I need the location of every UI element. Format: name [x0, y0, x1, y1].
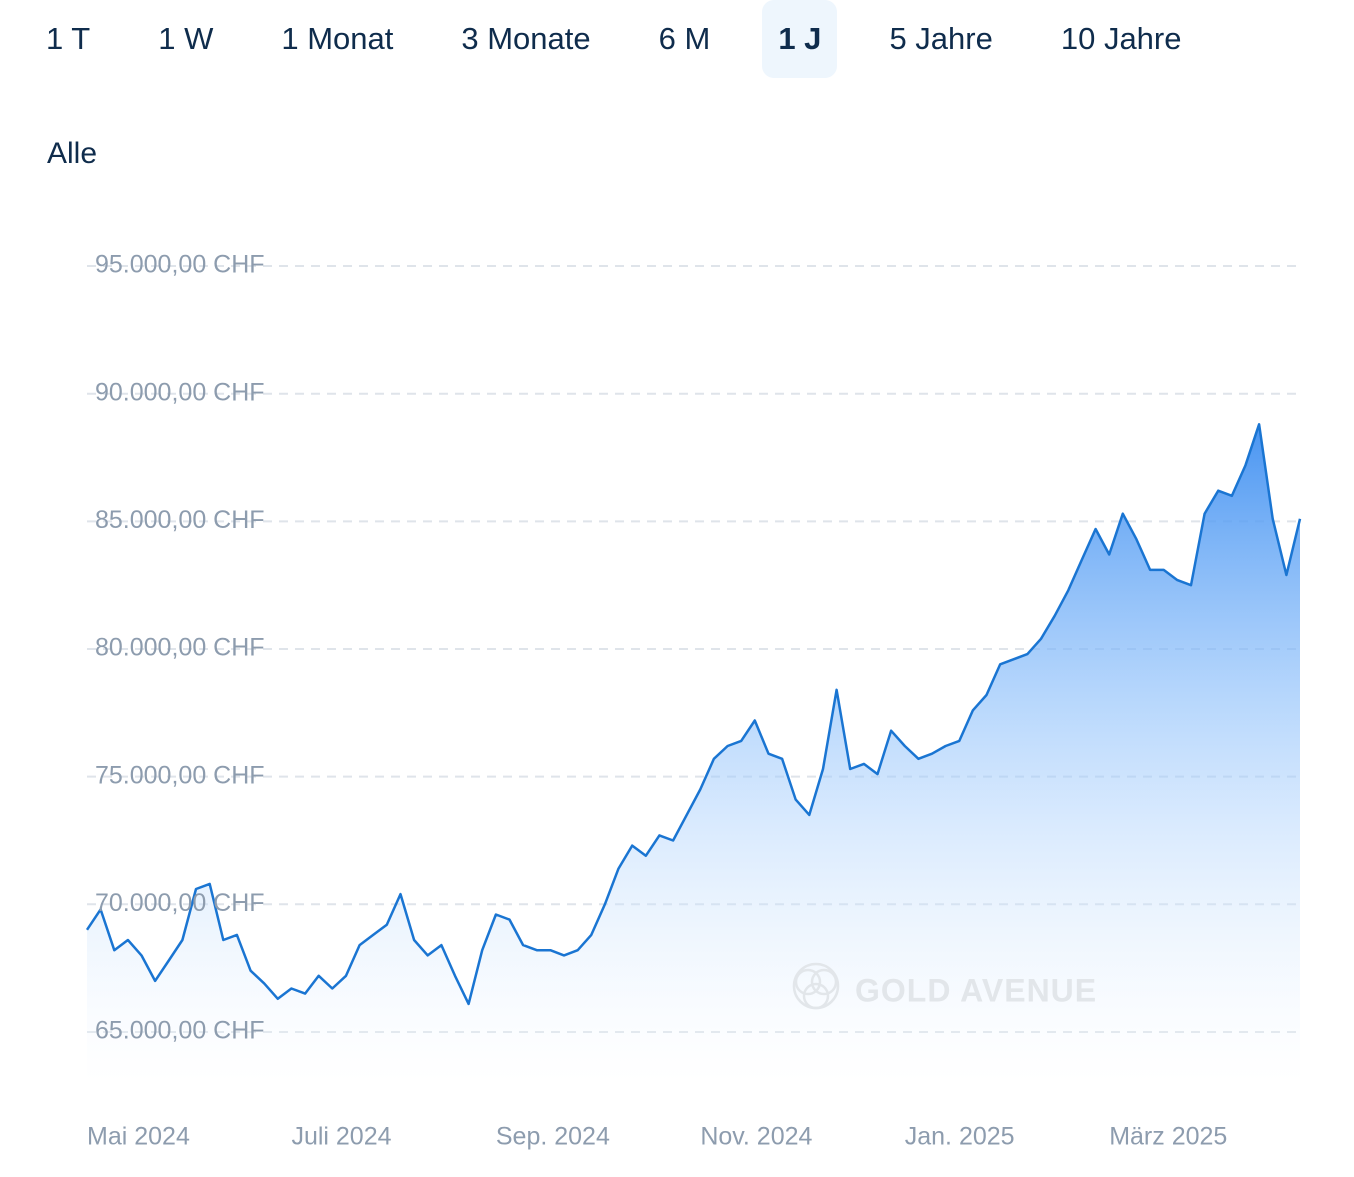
watermark: GOLD AVENUE [792, 962, 1097, 1010]
range-tab[interactable]: 3 Monate [461, 21, 591, 56]
y-tick-label: 95.000,00 CHF [95, 251, 265, 279]
y-tick-label: 70.000,00 CHF [95, 889, 265, 917]
y-tick-label: 75.000,00 CHF [95, 761, 265, 789]
x-tick-label: März 2025 [1109, 1123, 1227, 1151]
range-tab[interactable]: 1 W [158, 21, 214, 56]
range-tab[interactable]: 1 Monat [281, 21, 394, 56]
y-tick-label: 85.000,00 CHF [95, 506, 265, 534]
range-tab[interactable]: 1 T [46, 21, 91, 56]
range-tab[interactable]: 1 J [762, 0, 838, 78]
range-tab[interactable]: 5 Jahre [889, 21, 993, 56]
y-tick-label: 90.000,00 CHF [95, 378, 265, 406]
x-tick-label: Jan. 2025 [905, 1123, 1015, 1151]
range-tabs: 1 T 1 W 1 Monat 3 Monate 6 M 1 J 5 Jahre 10 Jah… [12, 0, 1215, 78]
x-tick-label: Sep. 2024 [496, 1123, 610, 1151]
x-tick-label: Juli 2024 [291, 1123, 391, 1151]
watermark-text: GOLD AVENUE [855, 972, 1097, 1008]
filter-dropdown[interactable]: Alle [47, 137, 98, 170]
range-tab[interactable]: 6 M [658, 21, 711, 56]
y-tick-label: 65.000,00 CHF [95, 1017, 265, 1045]
range-tab[interactable]: 10 Jahre [1060, 21, 1182, 56]
x-tick-label: Mai 2024 [87, 1123, 190, 1151]
price-line [85, 423, 1302, 1006]
y-tick-label: 80.000,00 CHF [95, 634, 265, 662]
area-fill [87, 424, 1300, 1083]
x-tick-label: Nov. 2024 [700, 1123, 812, 1151]
